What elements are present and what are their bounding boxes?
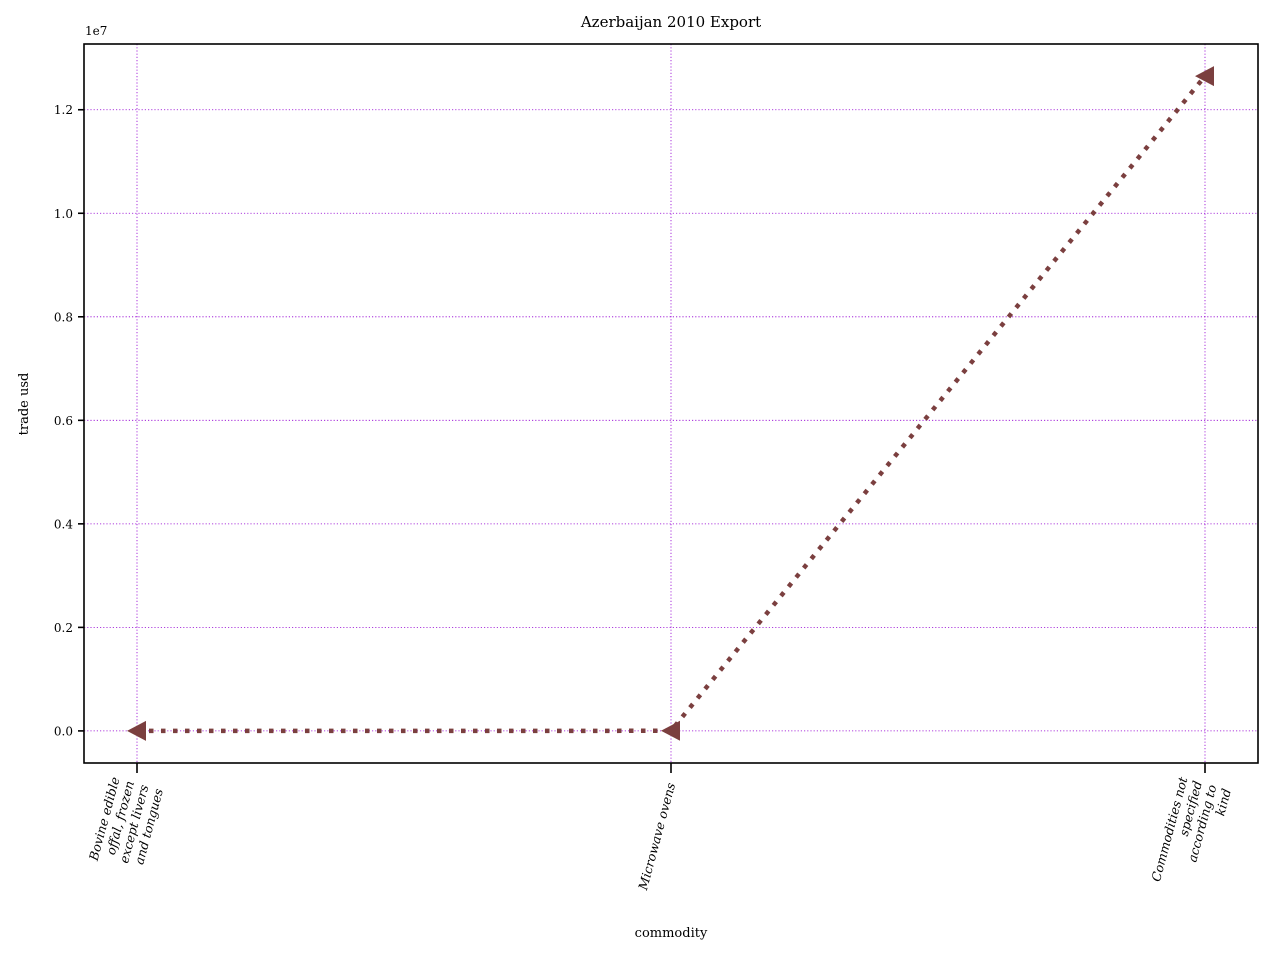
y-tick-label-2: 0.4 (54, 517, 73, 531)
y-tick-label-5: 1.0 (54, 207, 73, 221)
y-offset-text: 1e7 (85, 24, 107, 38)
axes: 0.0 0.2 0.4 0.6 0.8 1.0 1.2 Bovine edibleoffal,… (54, 43, 1259, 892)
grid (84, 44, 1258, 763)
series (127, 66, 1214, 741)
y-tick-label-3: 0.6 (54, 414, 73, 428)
y-axis-label: trade usd (17, 373, 32, 436)
x-axis-label: commodity (635, 926, 708, 941)
chart-title: Azerbaijan 2010 Export (580, 13, 761, 31)
y-tick-label-6: 1.2 (54, 103, 73, 117)
y-tick-label-0: 0.0 (54, 724, 73, 738)
x-tick-label-line: kind (1212, 787, 1234, 818)
x-tick-label-line: Microwave ovens (635, 781, 678, 892)
data-point-0 (127, 720, 146, 741)
data-point-1 (661, 720, 680, 741)
y-tick-label-1: 0.2 (54, 621, 73, 635)
x-tick-label-1: Microwave ovens (635, 781, 678, 892)
data-point-2 (1195, 66, 1214, 87)
y-tick-label-4: 0.8 (54, 310, 73, 324)
